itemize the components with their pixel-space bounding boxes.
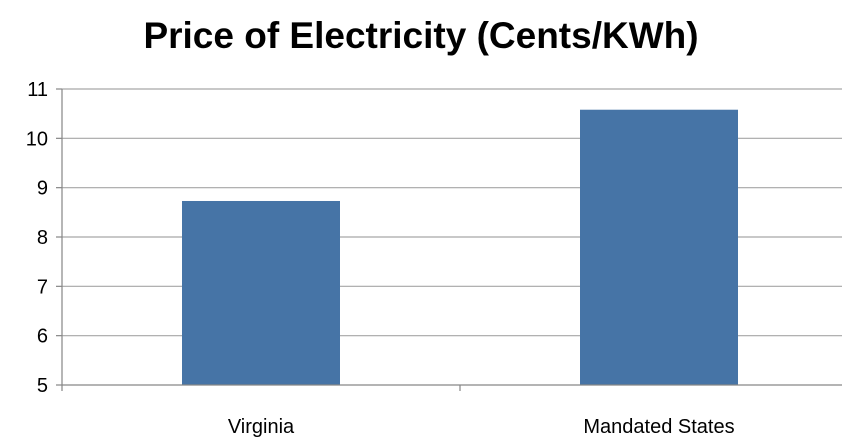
bars <box>182 109 738 385</box>
y-tick-labels: 5 6 7 8 9 10 11 <box>26 79 48 397</box>
chart-title: Price of Electricity (Cents/KWh) <box>143 15 699 56</box>
y-tick-label: 10 <box>26 128 48 150</box>
bar-2 <box>580 109 738 385</box>
y-tick-label: 6 <box>37 326 48 348</box>
y-tick-label: 7 <box>37 276 48 298</box>
x-tick-labels: Virginia Mandated States <box>228 416 735 438</box>
y-tick-label: 5 <box>37 375 48 397</box>
y-tick-label: 11 <box>27 79 48 101</box>
x-category-label: Virginia <box>228 416 295 438</box>
bar-1 <box>182 200 340 385</box>
x-category-label: Mandated States <box>583 416 734 438</box>
y-tick-label: 9 <box>37 178 48 200</box>
axes <box>56 88 842 391</box>
y-tick-label: 8 <box>37 227 48 249</box>
